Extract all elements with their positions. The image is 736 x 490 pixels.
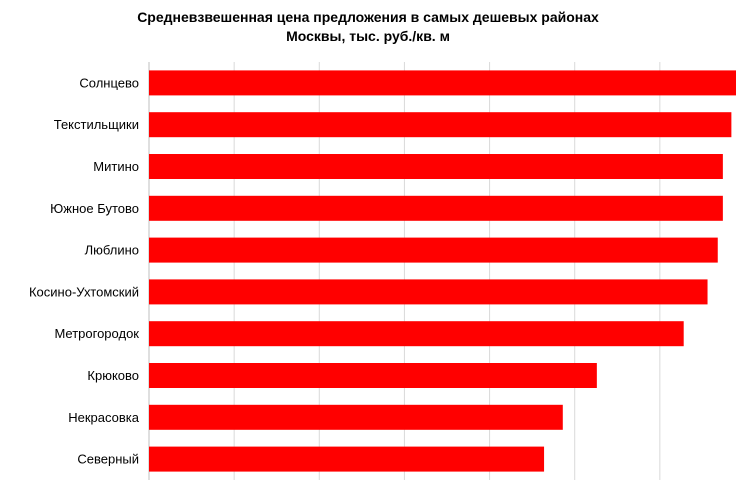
chart-title-line-1: Средневзвешенная цена предложения в самы… xyxy=(137,9,599,25)
category-label: Северный xyxy=(77,452,139,467)
bar xyxy=(149,321,684,347)
category-label: Некрасовка xyxy=(68,410,140,425)
category-label: Текстильщики xyxy=(54,117,139,132)
bar xyxy=(149,195,723,221)
bar xyxy=(149,70,736,96)
bar xyxy=(149,279,708,305)
category-label: Южное Бутово xyxy=(50,201,139,216)
category-label: Митино xyxy=(93,159,139,174)
category-label: Солнцево xyxy=(79,75,139,90)
category-label: Люблино xyxy=(85,243,139,258)
category-label: Метрогородок xyxy=(54,326,139,341)
bar xyxy=(149,363,597,388)
bar xyxy=(149,112,732,138)
chart-title-line-2: Москвы, тыс. руб./кв. м xyxy=(286,28,450,44)
category-label: Крюково xyxy=(87,368,139,383)
bar xyxy=(149,404,563,430)
bar xyxy=(149,237,718,263)
bar xyxy=(149,154,723,179)
chart-title: Средневзвешенная цена предложения в самы… xyxy=(0,8,736,46)
bar xyxy=(149,446,545,472)
category-label: Косино-Ухтомский xyxy=(29,284,139,299)
